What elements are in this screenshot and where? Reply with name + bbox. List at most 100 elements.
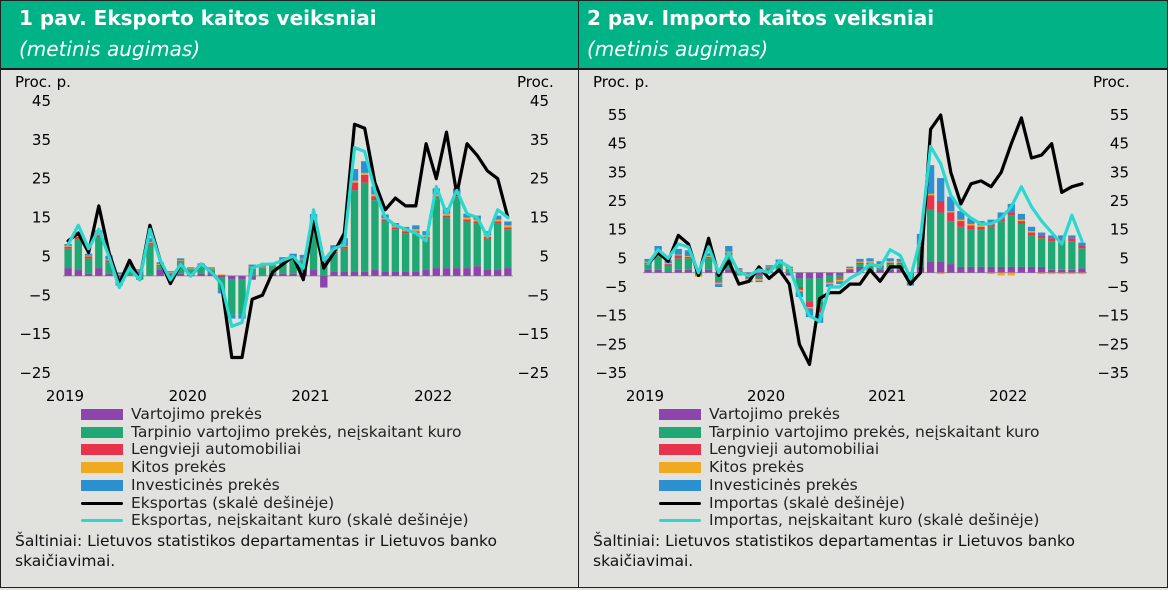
bar-investicines-prekes xyxy=(299,254,308,259)
bar-vartojimo-prekes xyxy=(350,271,359,276)
bar-tarpinio-vartojimo-prekes-neiskaitant-kuro xyxy=(926,209,935,262)
bar-tarpinio-vartojimo-prekes-neiskaitant-kuro xyxy=(453,198,461,269)
bar-tarpinio-vartojimo-prekes-neiskaitant-kuro xyxy=(228,279,236,315)
bar-vartojimo-prekes xyxy=(654,269,662,273)
bar-tarpinio-vartojimo-prekes-neiskaitant-kuro xyxy=(715,275,723,282)
legend-swatch xyxy=(81,519,123,523)
bar-tarpinio-vartojimo-prekes-neiskaitant-kuro xyxy=(463,221,471,269)
legend-import: Vartojimo prekės Tarpinio vartojimo prekė… xyxy=(659,405,1159,531)
bar-kitos-prekes xyxy=(258,266,267,268)
y-tick-label-left: 25 xyxy=(32,170,51,188)
bar-kitos-prekes xyxy=(228,275,236,276)
bar-tarpinio-vartojimo-prekes-neiskaitant-kuro xyxy=(483,238,492,271)
bar-vartojimo-prekes xyxy=(412,271,420,276)
bar-lengvieji-automobiliai xyxy=(207,269,215,271)
bar-investicines-prekes xyxy=(725,246,733,252)
bar-kitos-prekes xyxy=(1058,272,1066,275)
bar-vartojimo-prekes xyxy=(207,273,215,276)
bar-vartojimo-prekes xyxy=(1048,269,1056,273)
bar-kitos-prekes xyxy=(826,282,834,285)
x-tick-label: 2021 xyxy=(291,387,329,405)
bar-lengvieji-automobiliai xyxy=(916,246,925,250)
legend-swatch xyxy=(659,426,701,438)
legend-label: Vartojimo prekės xyxy=(709,405,840,423)
bar-tarpinio-vartojimo-prekes-neiskaitant-kuro xyxy=(340,248,348,272)
import-chart: Proc. p. Proc.−35 −35−25 −25−15 −15−5 −55 515 1… xyxy=(593,73,1130,405)
bar-vartojimo-prekes xyxy=(320,275,328,288)
y-tick-label-left: 25 xyxy=(608,192,627,210)
legend-swatch xyxy=(81,462,123,474)
bar-tarpinio-vartojimo-prekes-neiskaitant-kuro xyxy=(947,221,955,265)
bar-investicines-prekes xyxy=(704,253,713,257)
bar-tarpinio-vartojimo-prekes-neiskaitant-kuro xyxy=(755,275,763,279)
bar-vartojimo-prekes xyxy=(896,269,904,273)
bar-tarpinio-vartojimo-prekes-neiskaitant-kuro xyxy=(289,258,297,274)
bar-vartojimo-prekes xyxy=(166,273,175,276)
bar-lengvieji-automobiliai xyxy=(886,262,894,265)
bar-vartojimo-prekes xyxy=(937,261,945,273)
bar-investicines-prekes xyxy=(876,261,884,265)
bar-lengvieji-automobiliai xyxy=(504,227,512,230)
bar-lengvieji-automobiliai xyxy=(765,267,773,269)
bar-vartojimo-prekes xyxy=(248,275,256,280)
bar-lengvieji-automobiliai xyxy=(432,196,440,199)
bar-vartojimo-prekes xyxy=(115,275,123,278)
bar-vartojimo-prekes xyxy=(432,268,440,276)
bar-investicines-prekes xyxy=(967,218,975,224)
bar-tarpinio-vartojimo-prekes-neiskaitant-kuro xyxy=(866,264,874,270)
x-tick-label: 2020 xyxy=(169,387,207,405)
bar-vartojimo-prekes xyxy=(1058,269,1066,273)
bar-investicines-prekes xyxy=(896,258,904,262)
bar-tarpinio-vartojimo-prekes-neiskaitant-kuro xyxy=(84,258,93,274)
bar-investicines-prekes xyxy=(350,169,359,181)
bar-lengvieji-automobiliai xyxy=(815,307,824,313)
y-tick-label-right: 5 xyxy=(539,247,549,265)
bar-investicines-prekes xyxy=(886,258,894,262)
bar-kitos-prekes xyxy=(1037,272,1046,275)
bar-tarpinio-vartojimo-prekes-neiskaitant-kuro xyxy=(654,255,662,270)
bar-kitos-prekes xyxy=(156,264,164,265)
bar-tarpinio-vartojimo-prekes-neiskaitant-kuro xyxy=(836,275,844,279)
bar-lengvieji-automobiliai xyxy=(187,269,195,271)
left-axis-title: Proc. p. xyxy=(15,73,71,91)
bar-lengvieji-automobiliai xyxy=(371,196,379,201)
bar-vartojimo-prekes xyxy=(84,273,93,276)
bar-lengvieji-automobiliai xyxy=(166,273,175,274)
bar-tarpinio-vartojimo-prekes-neiskaitant-kuro xyxy=(1027,235,1036,267)
bar-kitos-prekes xyxy=(146,242,154,243)
y-tick-label-right: −5 xyxy=(1107,278,1129,296)
bar-investicines-prekes xyxy=(644,258,652,262)
bar-lengvieji-automobiliai xyxy=(775,263,783,265)
bar-vartojimo-prekes xyxy=(886,269,894,273)
bar-tarpinio-vartojimo-prekes-neiskaitant-kuro xyxy=(350,190,359,272)
bar-lengvieji-automobiliai xyxy=(684,256,693,259)
bar-vartojimo-prekes xyxy=(704,269,713,273)
bar-investicines-prekes xyxy=(1048,235,1056,239)
legend-label: Vartojimo prekės xyxy=(131,405,262,423)
bar-kitos-prekes xyxy=(504,225,512,228)
bar-investicines-prekes xyxy=(504,221,512,226)
bar-kitos-prekes xyxy=(493,219,502,222)
bar-tarpinio-vartojimo-prekes-neiskaitant-kuro xyxy=(937,212,945,262)
bar-lengvieji-automobiliai xyxy=(381,219,389,222)
y-tick-label-left: 35 xyxy=(608,163,627,181)
bar-lengvieji-automobiliai xyxy=(1037,235,1046,239)
bar-lengvieji-automobiliai xyxy=(463,219,471,222)
bar-tarpinio-vartojimo-prekes-neiskaitant-kuro xyxy=(1007,215,1015,267)
bar-tarpinio-vartojimo-prekes-neiskaitant-kuro xyxy=(815,278,824,308)
bar-kitos-prekes xyxy=(755,279,763,281)
bar-vartojimo-prekes xyxy=(422,270,430,276)
bar-kitos-prekes xyxy=(136,270,144,272)
legend-swatch xyxy=(81,409,123,420)
legend-label: Kitos prekės xyxy=(131,458,227,477)
y-tick-label-right: 45 xyxy=(530,92,549,110)
bar-tarpinio-vartojimo-prekes-neiskaitant-kuro xyxy=(856,264,864,267)
bar-investicines-prekes xyxy=(765,265,773,267)
legend-label: Importas (skalė dešinėje) xyxy=(709,493,906,512)
bar-lengvieji-automobiliai xyxy=(361,174,369,183)
bar-vartojimo-prekes xyxy=(401,271,410,276)
bar-vartojimo-prekes xyxy=(309,270,318,276)
bar-vartojimo-prekes xyxy=(664,271,672,273)
bar-vartojimo-prekes xyxy=(755,272,763,276)
legend-label: Tarpinio vartojimo prekės, neįskaitant k… xyxy=(131,422,462,441)
